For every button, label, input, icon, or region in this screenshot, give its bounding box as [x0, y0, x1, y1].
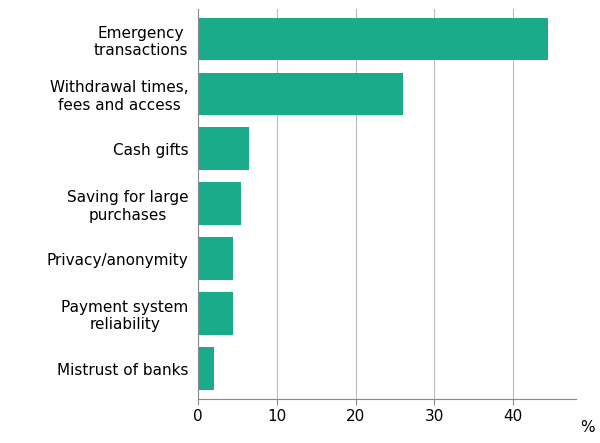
Bar — [198, 128, 249, 170]
Bar — [198, 347, 214, 390]
Bar — [198, 18, 548, 61]
Text: %: % — [580, 420, 595, 435]
Bar — [198, 73, 403, 115]
Bar — [198, 183, 241, 225]
Bar — [198, 292, 233, 335]
Bar — [198, 237, 233, 280]
